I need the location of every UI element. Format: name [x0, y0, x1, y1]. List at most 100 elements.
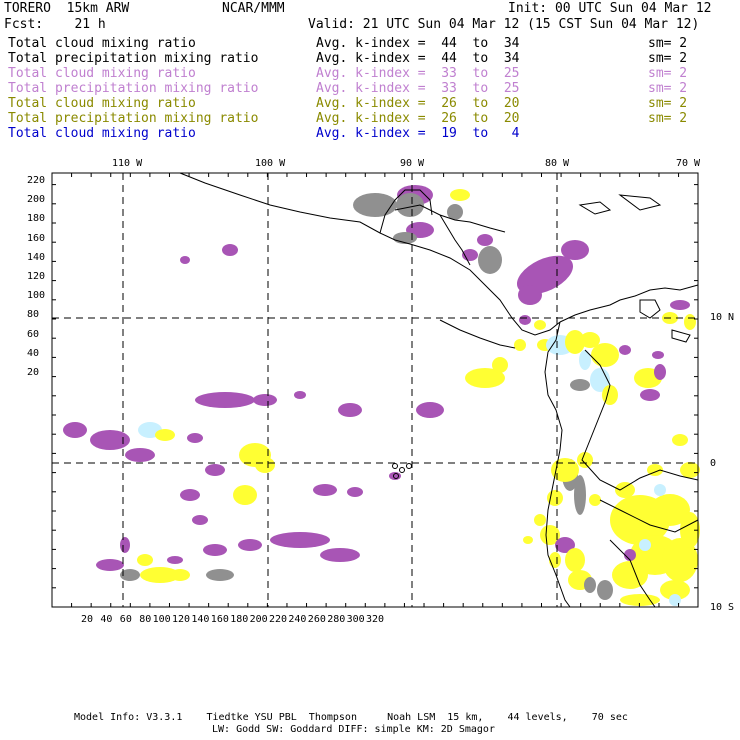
- cloud-field-cell: [670, 300, 690, 310]
- cloud-field-cell: [570, 379, 590, 391]
- cloud-field-cell: [516, 255, 574, 295]
- physics-info: LW: Godd SW: Goddard DIFF: simple KM: 2D…: [212, 724, 495, 735]
- legend-field: Total precipitation mixing ratio: [8, 81, 259, 96]
- coastline: [559, 284, 699, 323]
- coastline: [179, 172, 561, 336]
- cloud-field-cell: [90, 430, 130, 450]
- longitude-label: 70 W: [676, 158, 701, 169]
- cloud-field-cell: [253, 394, 277, 406]
- legend-k-index: Avg. k-index = 33 to 25: [316, 66, 520, 81]
- cloud-field-cell: [205, 464, 225, 476]
- grid-y-label: 80: [27, 309, 40, 321]
- cloud-field-cell: [654, 364, 666, 380]
- cloud-field-cell: [120, 569, 140, 581]
- cloud-field-cell: [584, 577, 596, 593]
- legend-field: Total precipitation mixing ratio: [8, 51, 259, 66]
- latitude-label: 10 N: [710, 312, 735, 323]
- cloud-field-cell: [140, 567, 180, 583]
- cloud-field-cell: [465, 368, 505, 388]
- latitude-label: 10 S: [710, 602, 735, 613]
- cloud-field-cell: [602, 385, 618, 405]
- coastline: [379, 189, 433, 234]
- cloud-field-cell: [416, 402, 444, 418]
- org-label: NCAR/MMM: [222, 1, 285, 16]
- valid-time: Valid: 21 UTC Sun 04 Mar 12 (15 CST Sun …: [308, 17, 700, 32]
- map-frame: [51, 172, 699, 608]
- cloud-field-cell: [270, 532, 330, 548]
- cloud-field-cell: [203, 544, 227, 556]
- model-title: TORERO 15km ARW: [4, 1, 130, 16]
- cloud-field-cell: [206, 569, 234, 581]
- init-time: Init: 00 UTC Sun 04 Mar 12: [508, 1, 712, 16]
- legend-row: Total cloud mixing ratio Avg. k-index = 3…: [8, 66, 738, 81]
- cloud-field-cell: [662, 538, 698, 582]
- cloud-field-cell: [650, 494, 690, 526]
- legend-row: Total cloud mixing ratio Avg. k-index = 1…: [8, 126, 738, 141]
- coastline: [439, 214, 471, 266]
- legend-k-index: Avg. k-index = 26 to 20: [316, 111, 520, 126]
- coastline: [581, 349, 699, 491]
- cloud-field-cell: [294, 391, 306, 399]
- grid-y-label: 20: [27, 367, 40, 378]
- cloud-field-cell: [669, 594, 681, 606]
- legend-k-index: Avg. k-index = 33 to 25: [316, 81, 520, 96]
- legend-row: Total cloud mixing ratio Avg. k-index = 2…: [8, 96, 738, 111]
- cloud-field-cell: [591, 343, 619, 367]
- legend-row: Total cloud mixing ratio Avg. k-index = 4…: [8, 36, 738, 51]
- cloud-field-cell: [447, 204, 463, 220]
- cloud-field-cell: [680, 462, 700, 478]
- cloud-field-cell: [660, 580, 690, 600]
- cloud-field-cell: [555, 537, 575, 553]
- coastline: [599, 499, 699, 533]
- grid-x-label: 80: [139, 614, 152, 625]
- cloud-field-cell: [589, 494, 601, 506]
- cloud-field-cell: [155, 429, 175, 441]
- island: [406, 463, 412, 469]
- legend-field: Total cloud mixing ratio: [8, 66, 196, 81]
- grid-x-label: 60: [119, 614, 132, 625]
- cloud-field-cell: [477, 234, 493, 246]
- coastline: [544, 321, 571, 608]
- cloud-field-cell: [680, 512, 700, 548]
- legend-row: Total precipitation mixing ratio Avg. k-i…: [8, 51, 738, 66]
- cloud-field-cell: [338, 403, 362, 417]
- grid-y-label: 140: [27, 251, 46, 263]
- island: [392, 463, 398, 469]
- cloud-field-cell: [238, 539, 262, 551]
- grid-x-label: 260: [307, 614, 326, 625]
- cloud-field-cell: [180, 489, 200, 501]
- cloud-field-cell: [313, 484, 337, 496]
- cloud-field-cell: [672, 434, 688, 446]
- legend-smoothing: sm= 2: [648, 96, 688, 111]
- legend-smoothing: sm= 2: [648, 66, 688, 81]
- legend-smoothing: sm= 2: [648, 51, 688, 66]
- grid-y-label: 200: [27, 194, 46, 206]
- forecast-hour: Fcst: 21 h: [4, 17, 106, 32]
- cloud-field-cell: [492, 357, 508, 373]
- coastline: [578, 201, 612, 215]
- longitude-label: 80 W: [545, 158, 570, 169]
- cloud-field-cell: [684, 314, 696, 330]
- grid-y-label: 100: [27, 290, 46, 302]
- cloud-field-cell: [255, 457, 275, 473]
- legend-field: Total cloud mixing ratio: [8, 36, 196, 51]
- cloud-field-cell: [180, 256, 190, 264]
- grid-x-label: 200: [249, 614, 268, 625]
- cloud-field-cell: [654, 484, 666, 496]
- cloud-field-cell: [534, 514, 546, 526]
- legend-smoothing: sm= 2: [648, 36, 688, 51]
- grid-x-label: 120: [172, 614, 191, 625]
- grid-y-label: 120: [27, 271, 46, 282]
- longitude-label: 110 W: [112, 158, 143, 169]
- cloud-field-cell: [450, 189, 470, 201]
- island: [399, 467, 405, 473]
- cloud-field-cell: [549, 552, 561, 568]
- coastline: [618, 194, 662, 211]
- cloud-field-cell: [125, 448, 155, 462]
- legend-row: Total precipitation mixing ratio Avg. k-i…: [8, 111, 738, 126]
- legend-k-index: Avg. k-index = 44 to 34: [316, 36, 520, 51]
- cloud-field-cell: [551, 458, 579, 482]
- cloud-field-cell: [639, 539, 651, 551]
- cloud-field-cell: [523, 536, 533, 544]
